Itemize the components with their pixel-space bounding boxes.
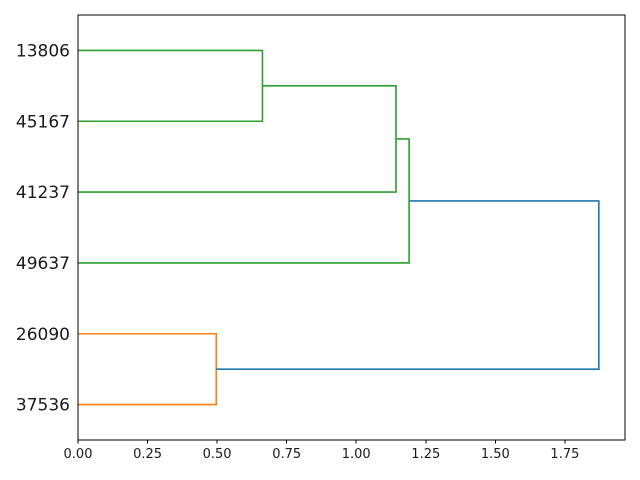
dendrogram-link	[216, 200, 600, 370]
x-tick-label: 0.75	[272, 447, 301, 462]
dendrogram-link	[78, 332, 218, 406]
leaf-label: 37536	[16, 396, 70, 416]
leaf-label: 13806	[16, 41, 70, 61]
x-tick-label: 1.25	[411, 447, 440, 462]
plot-frame	[77, 14, 626, 441]
x-tick-label: 0.00	[64, 447, 93, 462]
leaf-label: 26090	[16, 325, 70, 345]
x-tick-label: 0.50	[203, 447, 232, 462]
x-tick-label: 0.25	[133, 447, 162, 462]
leaf-label: 41237	[16, 183, 70, 203]
x-tick-label: 1.50	[481, 447, 510, 462]
leaf-label: 49637	[16, 254, 70, 274]
leaf-label: 45167	[16, 112, 70, 132]
dendrogram-link	[78, 85, 397, 193]
x-tick-label: 1.00	[342, 447, 371, 462]
dendrogram-link	[78, 49, 264, 123]
dendrogram-link	[78, 138, 410, 264]
x-tick-label: 1.75	[550, 447, 579, 462]
